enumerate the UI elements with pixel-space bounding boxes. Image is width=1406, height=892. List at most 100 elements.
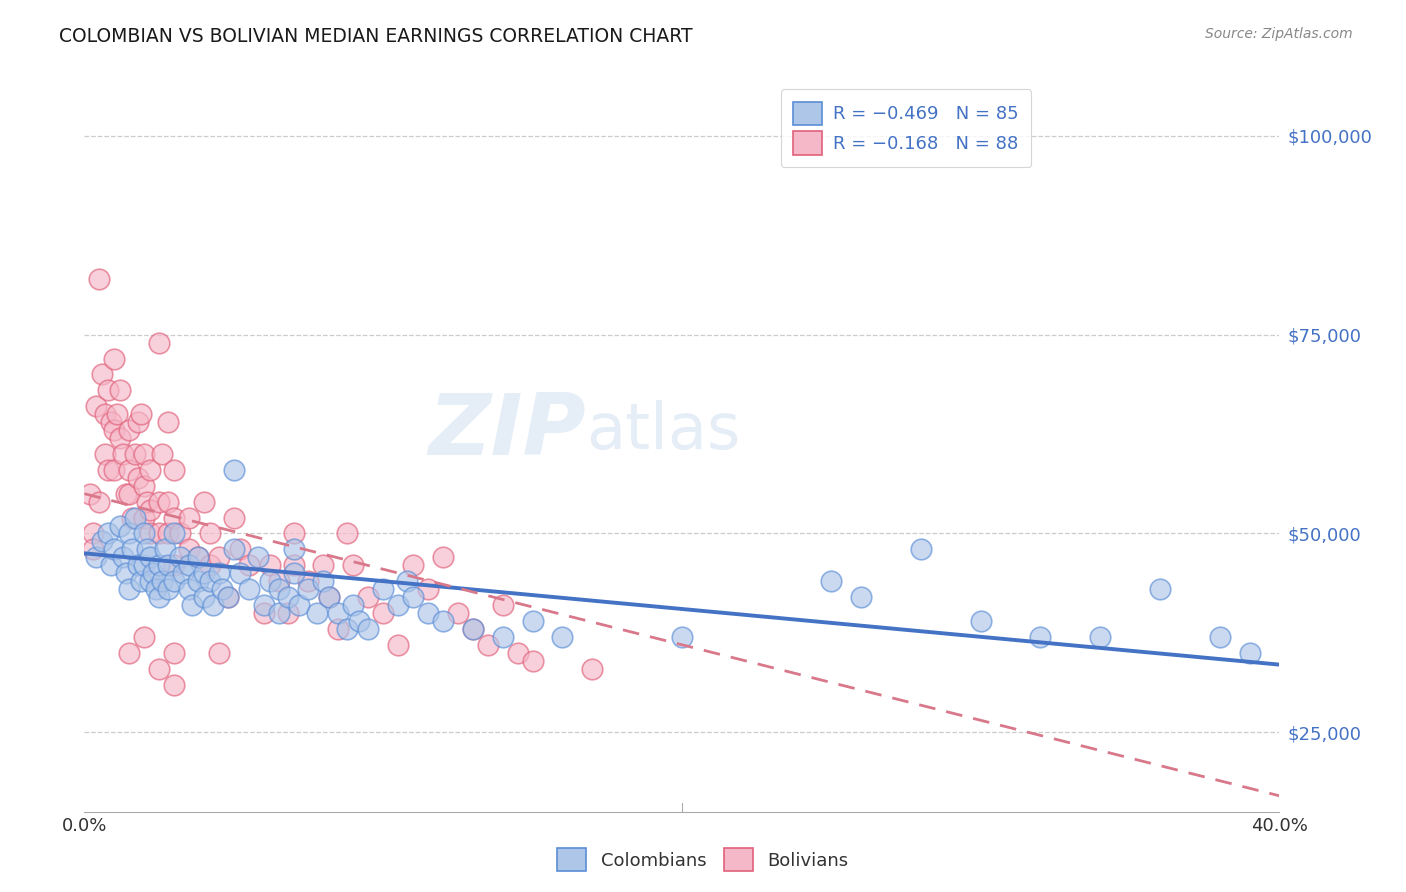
Point xyxy=(100,558,122,573)
Point xyxy=(387,598,409,612)
Point xyxy=(1149,582,1171,596)
Point xyxy=(148,335,170,350)
Point xyxy=(82,526,104,541)
Point xyxy=(851,590,873,604)
Point xyxy=(307,606,329,620)
Point xyxy=(110,518,132,533)
Point xyxy=(127,558,149,573)
Point xyxy=(145,582,167,596)
Point xyxy=(506,646,529,660)
Point xyxy=(198,558,221,573)
Point xyxy=(163,574,186,589)
Point xyxy=(187,550,209,565)
Point xyxy=(283,542,305,557)
Point xyxy=(163,463,186,477)
Point xyxy=(373,582,395,596)
Point xyxy=(163,510,186,524)
Point xyxy=(139,550,162,565)
Point xyxy=(136,542,159,557)
Point xyxy=(112,550,135,565)
Point xyxy=(97,463,120,477)
Point xyxy=(198,574,221,589)
Point xyxy=(121,510,143,524)
Point xyxy=(118,646,141,660)
Point xyxy=(110,431,132,445)
Point xyxy=(121,542,143,557)
Point xyxy=(208,550,231,565)
Point xyxy=(139,574,162,589)
Point xyxy=(132,526,156,541)
Point xyxy=(139,502,162,516)
Point xyxy=(150,574,173,589)
Point xyxy=(132,558,156,573)
Point xyxy=(318,590,340,604)
Point xyxy=(97,526,120,541)
Point xyxy=(253,598,276,612)
Point xyxy=(253,606,276,620)
Point xyxy=(163,646,186,660)
Point xyxy=(1029,630,1052,644)
Point xyxy=(103,351,125,366)
Point xyxy=(172,566,194,581)
Point xyxy=(193,494,215,508)
Point xyxy=(169,550,191,565)
Point xyxy=(177,582,200,596)
Point xyxy=(163,677,186,691)
Point xyxy=(238,558,260,573)
Point xyxy=(211,582,233,596)
Point xyxy=(222,463,245,477)
Point xyxy=(288,598,311,612)
Point xyxy=(82,542,104,557)
Point xyxy=(157,582,180,596)
Point xyxy=(283,526,305,541)
Point xyxy=(150,447,173,461)
Point xyxy=(671,630,693,644)
Point xyxy=(581,662,603,676)
Point xyxy=(86,399,108,413)
Point xyxy=(169,526,191,541)
Legend: R = −0.469   N = 85, R = −0.168   N = 88: R = −0.469 N = 85, R = −0.168 N = 88 xyxy=(780,89,1032,168)
Point xyxy=(127,415,149,429)
Point xyxy=(118,423,141,437)
Point xyxy=(447,606,470,620)
Point xyxy=(402,558,425,573)
Point xyxy=(312,574,335,589)
Point xyxy=(118,463,141,477)
Point xyxy=(432,550,454,565)
Point xyxy=(1090,630,1112,644)
Point xyxy=(357,590,380,604)
Point xyxy=(112,447,135,461)
Point xyxy=(89,494,111,508)
Point xyxy=(177,542,200,557)
Point xyxy=(522,614,544,628)
Point xyxy=(492,598,515,612)
Point xyxy=(103,423,125,437)
Point xyxy=(127,471,149,485)
Point xyxy=(336,622,359,636)
Point xyxy=(416,582,439,596)
Point xyxy=(148,590,170,604)
Point xyxy=(103,463,125,477)
Point xyxy=(970,614,993,628)
Point xyxy=(148,558,170,573)
Point xyxy=(136,494,159,508)
Point xyxy=(277,590,299,604)
Point xyxy=(187,574,209,589)
Legend: Colombians, Bolivians: Colombians, Bolivians xyxy=(550,841,856,879)
Point xyxy=(208,566,231,581)
Point xyxy=(297,574,319,589)
Point xyxy=(336,526,359,541)
Point xyxy=(115,486,138,500)
Point xyxy=(132,447,156,461)
Point xyxy=(349,614,371,628)
Point xyxy=(181,598,204,612)
Point xyxy=(820,574,842,589)
Point xyxy=(357,622,380,636)
Point xyxy=(91,368,114,382)
Point xyxy=(94,447,117,461)
Point xyxy=(142,566,165,581)
Point xyxy=(79,486,101,500)
Point xyxy=(163,526,186,541)
Point xyxy=(124,510,146,524)
Point xyxy=(1239,646,1261,660)
